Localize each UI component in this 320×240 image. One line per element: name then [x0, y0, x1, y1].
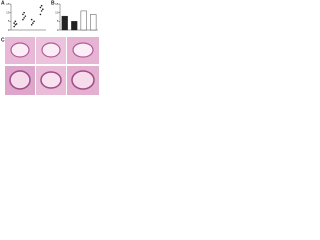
vessel [71, 70, 95, 90]
point [14, 24, 17, 26]
point [23, 11, 25, 14]
y-tick-label: 0 [8, 28, 10, 32]
y-tick-label: 10 [55, 10, 59, 14]
point [32, 22, 34, 24]
y-tick-label: 10 [6, 10, 10, 14]
point [13, 22, 15, 24]
point [39, 13, 42, 16]
vessel [41, 42, 61, 58]
point [23, 17, 25, 19]
vessel [10, 42, 30, 58]
bar [71, 21, 78, 31]
bar [90, 14, 97, 31]
point [42, 8, 44, 10]
point [40, 10, 43, 12]
point [15, 23, 18, 25]
y-tick-label: 5 [8, 19, 10, 23]
bar [80, 10, 87, 31]
vessel [72, 42, 94, 58]
histology [5, 37, 99, 95]
point [13, 25, 15, 28]
y-tick-label: 15 [6, 2, 10, 6]
point [39, 6, 42, 9]
point [30, 24, 33, 26]
panel-label: C [1, 37, 5, 43]
bar [61, 15, 68, 31]
y-tick-label: 5 [57, 19, 59, 23]
point [14, 20, 17, 23]
panel-label: A [1, 0, 5, 6]
y-tick-label: 15 [55, 2, 59, 6]
point [30, 18, 33, 21]
point [40, 4, 43, 7]
vessel [40, 71, 62, 89]
point [22, 18, 24, 21]
vessel [9, 70, 31, 90]
figure: A B C 0 5 10 15 0 5 10 15 [1, 0, 99, 95]
point [24, 15, 27, 17]
point [22, 13, 24, 16]
panel-label: B [51, 0, 55, 6]
point [33, 20, 35, 23]
y-tick-label: 0 [57, 28, 59, 32]
